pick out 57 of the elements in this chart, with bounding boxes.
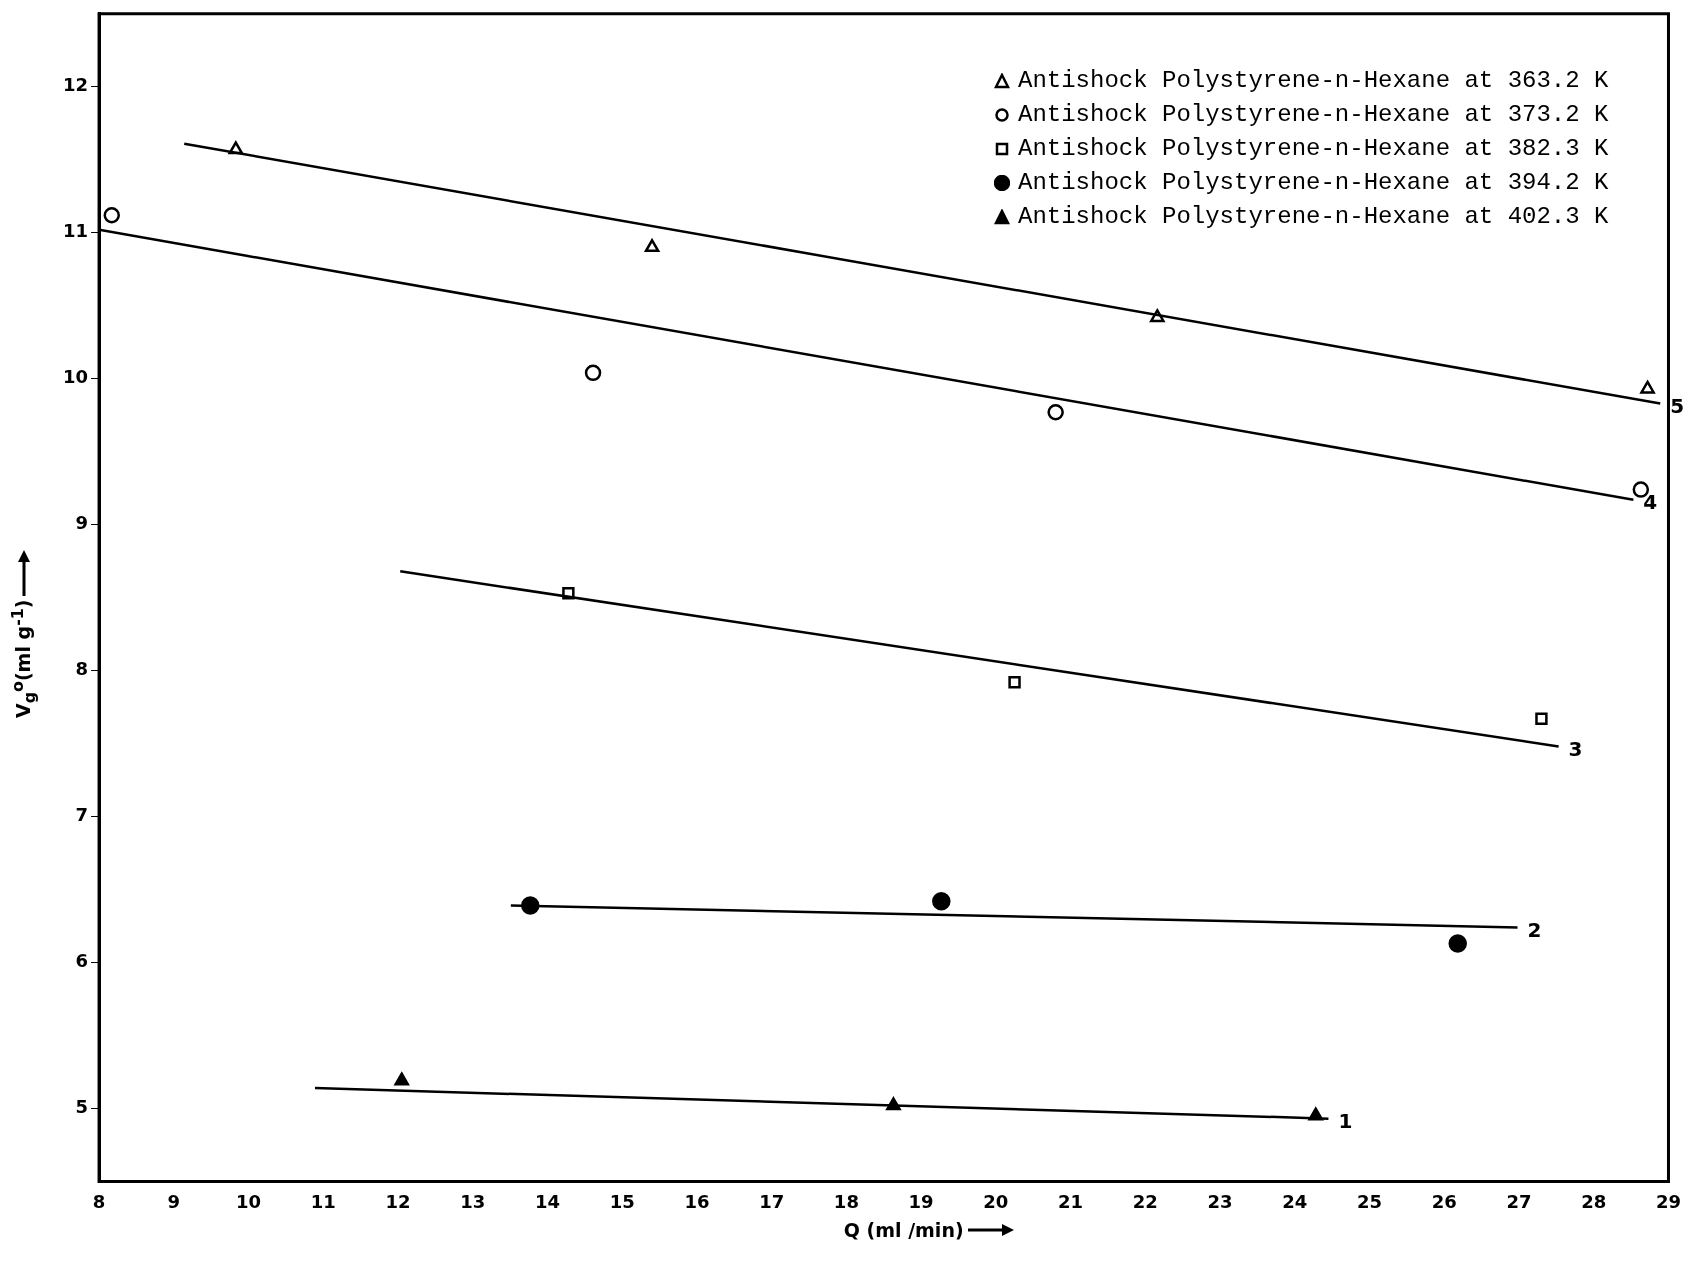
x-tick-label: 17 [759, 1190, 785, 1212]
x-tick-label: 28 [1581, 1190, 1607, 1212]
y-tick-label: 8 [75, 658, 89, 680]
x-tick-label: 11 [310, 1190, 336, 1212]
x-tick-label: 23 [1207, 1190, 1233, 1212]
legend-label: Antishock Polystyrene-n-Hexane at 382.3 K [1017, 135, 1609, 163]
x-tick-label: 27 [1506, 1190, 1532, 1212]
y-tick-label: 12 [62, 74, 89, 96]
x-tick-label: 20 [983, 1190, 1009, 1212]
x-tick-label: 25 [1357, 1190, 1383, 1212]
x-tick-label: 10 [235, 1190, 262, 1212]
x-tick-label: 8 [92, 1190, 106, 1212]
legend-label: Antishock Polystyrene-n-Hexane at 402.3 K [1017, 203, 1609, 231]
point [584, 364, 602, 382]
point [1047, 403, 1064, 421]
legend-label: Antishock Polystyrene-n-Hexane at 373.2 K [1017, 101, 1609, 129]
point [932, 891, 951, 911]
annotation: 3 [1568, 736, 1583, 761]
annotation: 2 [1527, 917, 1542, 942]
annotation: 4 [1643, 490, 1658, 515]
point [562, 587, 575, 600]
y-tick-label: 10 [62, 366, 89, 388]
legend-label: Antishock Polystyrene-n-Hexane at 363.2 K [1017, 67, 1609, 95]
point [103, 206, 120, 224]
x-tick-label: 21 [1058, 1190, 1084, 1212]
point [1008, 676, 1021, 689]
y-tick-label: 5 [75, 1096, 89, 1118]
x-tick-label: 16 [684, 1190, 710, 1212]
point [228, 141, 244, 155]
point [1448, 934, 1467, 953]
x-tick-label: 29 [1655, 1190, 1682, 1212]
y-tick-label: 6 [75, 950, 89, 972]
annotation: 1 [1338, 1108, 1353, 1133]
point [1149, 309, 1165, 323]
x-tick-label: 24 [1282, 1190, 1308, 1212]
x-tick-label: 26 [1431, 1190, 1457, 1212]
x-tick-label: 19 [908, 1190, 934, 1212]
y-tick-label: 9 [75, 512, 89, 534]
x-tick-label: 15 [609, 1190, 635, 1212]
x-axis-title: Q (ml /min) [843, 1219, 964, 1242]
point [1308, 1107, 1324, 1121]
x-tick-label: 12 [385, 1190, 411, 1212]
x-tick-label: 18 [833, 1190, 859, 1212]
point [521, 896, 540, 915]
point [1640, 380, 1655, 394]
x-tick-label: 22 [1132, 1190, 1158, 1212]
annotation: 5 [1670, 393, 1684, 418]
x-tick-label: 9 [167, 1190, 181, 1212]
point [886, 1097, 901, 1111]
legend-label: Antishock Polystyrene-n-Hexane at 394.2 K [1017, 169, 1609, 197]
point [394, 1072, 410, 1086]
point [1535, 712, 1548, 725]
y-tick-label: 7 [75, 804, 89, 826]
point [644, 239, 660, 253]
y-tick-label: 11 [62, 220, 89, 242]
x-tick-label: 14 [534, 1190, 560, 1212]
x-tick-label: 13 [460, 1190, 486, 1212]
